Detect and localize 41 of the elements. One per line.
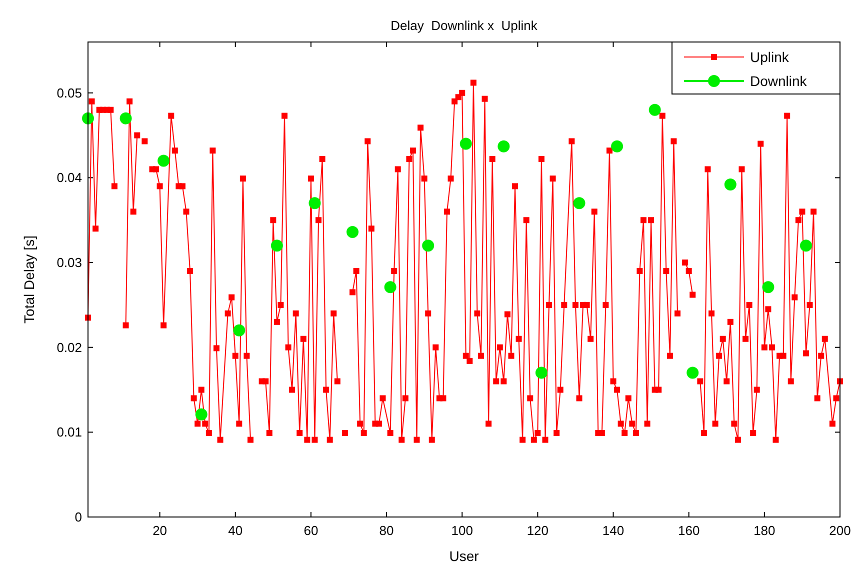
x-tick-label: 80 (379, 523, 394, 538)
point (535, 366, 548, 379)
x-tick-label: 100 (451, 523, 473, 538)
point (308, 197, 321, 210)
point (422, 240, 434, 252)
point (762, 281, 774, 294)
point (346, 226, 359, 238)
chart-title: Delay Downlink x Uplink (390, 18, 538, 33)
y-tick-label: 0 (74, 510, 82, 524)
y-tick-label: 0.03 (56, 255, 82, 270)
y-tick-label: 0.01 (56, 424, 82, 440)
point (648, 104, 661, 116)
point (158, 154, 170, 167)
y-tick-label: 0.02 (56, 340, 82, 355)
legend-label: Downlink (750, 73, 808, 89)
x-tick-label: 40 (228, 523, 243, 538)
legend-label: Uplink (750, 49, 790, 65)
point (460, 138, 472, 150)
point (724, 178, 736, 190)
x-tick-label: 60 (304, 523, 318, 538)
x-tick-label: 20 (152, 523, 168, 538)
y-axis-title: Total Delay [s] (21, 236, 37, 324)
point (233, 324, 246, 336)
point (195, 408, 208, 420)
point (384, 281, 396, 294)
point (800, 240, 812, 252)
point (82, 112, 94, 124)
point (686, 366, 699, 379)
point (270, 240, 283, 252)
x-tick-label: 160 (678, 523, 700, 538)
x-tick-label: 200 (829, 523, 851, 538)
y-tick-label: 0.04 (56, 170, 82, 186)
point (498, 140, 510, 152)
x-axis-title: User (449, 548, 480, 564)
point (573, 197, 586, 210)
x-tick-label: 120 (526, 523, 549, 538)
y-tick-label: 0.05 (56, 85, 82, 100)
x-tick-label: 180 (754, 523, 776, 538)
point (120, 112, 132, 124)
point (611, 140, 624, 152)
x-tick-label: 140 (602, 523, 624, 538)
